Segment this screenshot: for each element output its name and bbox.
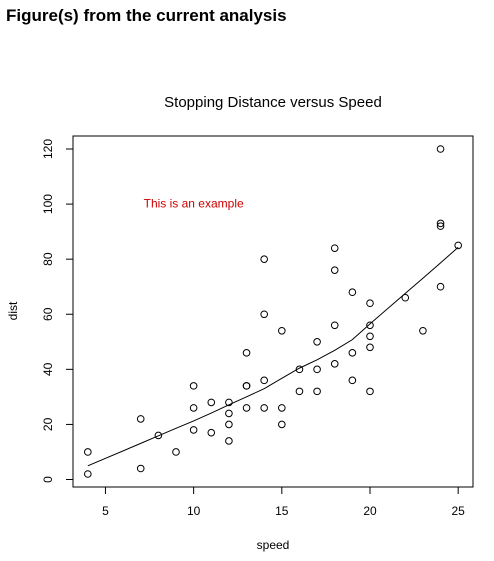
point <box>401 293 410 302</box>
y-tick-label: 80 <box>41 252 55 266</box>
point <box>330 321 339 330</box>
point <box>84 448 92 456</box>
point <box>436 145 445 153</box>
point <box>278 420 286 429</box>
annotation: This is an example <box>144 196 244 210</box>
y-tick-label: 0 <box>41 476 55 483</box>
point <box>348 349 357 357</box>
point <box>136 415 145 423</box>
point <box>207 428 216 437</box>
point <box>260 255 268 263</box>
point <box>330 266 339 274</box>
point <box>154 431 163 440</box>
point <box>189 426 198 434</box>
point <box>348 288 357 297</box>
x-axis-label: speed <box>257 538 290 552</box>
point <box>313 387 321 396</box>
point <box>242 382 251 390</box>
x-tick-label: 20 <box>363 504 377 518</box>
x-tick-label: 5 <box>102 504 109 518</box>
chart-title: Stopping Distance versus Speed <box>164 94 382 111</box>
y-tick-label: 40 <box>41 362 55 376</box>
point <box>313 337 321 346</box>
smooth-line <box>87 246 459 467</box>
y-axis-label: dist <box>6 301 20 320</box>
point <box>330 360 339 368</box>
point <box>366 321 374 330</box>
x-tick-label: 10 <box>187 504 201 518</box>
point <box>348 376 357 385</box>
y-tick-label: 20 <box>41 417 55 431</box>
x-tick-label: 15 <box>275 504 289 518</box>
point <box>189 404 198 412</box>
point <box>225 420 233 429</box>
point <box>278 404 286 412</box>
point <box>419 326 427 335</box>
point <box>313 365 321 374</box>
point <box>436 282 445 291</box>
point <box>295 387 304 396</box>
point <box>225 409 233 418</box>
y-tick-label: 100 <box>41 194 55 214</box>
point <box>225 398 233 407</box>
point <box>225 437 233 445</box>
point <box>189 382 198 390</box>
page-header: Figure(s) from the current analysis <box>6 6 287 25</box>
point <box>454 241 462 250</box>
y-tick-label: 60 <box>41 307 55 321</box>
point <box>84 470 92 478</box>
point <box>260 310 268 319</box>
point <box>242 349 251 357</box>
point <box>366 332 374 341</box>
point <box>330 244 339 252</box>
point <box>295 365 304 374</box>
point <box>242 404 251 412</box>
y-tick-label: 120 <box>41 139 55 159</box>
point <box>136 464 145 473</box>
x-tick-label: 25 <box>452 504 466 518</box>
point <box>260 376 268 385</box>
point <box>366 299 374 308</box>
point <box>436 219 445 228</box>
point <box>207 398 216 407</box>
plot-box <box>72 135 474 488</box>
point <box>260 404 268 412</box>
point <box>366 387 374 396</box>
point <box>172 448 180 456</box>
point <box>366 343 374 352</box>
point <box>278 326 286 335</box>
point <box>436 222 445 230</box>
